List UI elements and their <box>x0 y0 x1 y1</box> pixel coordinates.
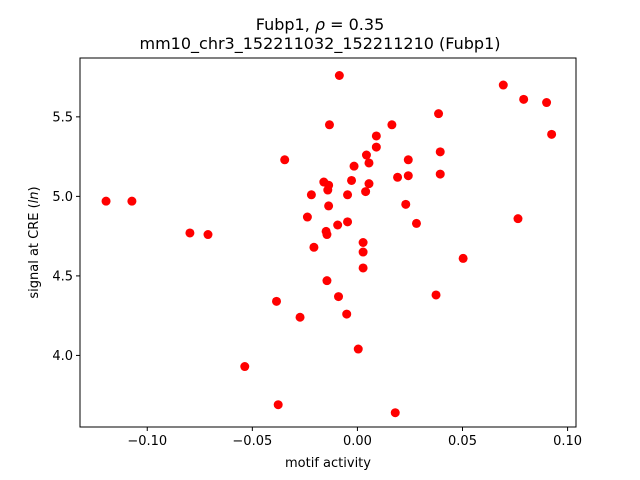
data-point <box>390 408 400 418</box>
data-point <box>309 242 319 252</box>
x-axis-label: motif activity <box>285 456 371 471</box>
data-point <box>401 199 411 209</box>
data-point <box>273 400 283 410</box>
data-point <box>295 312 305 322</box>
data-point <box>542 98 552 108</box>
data-point <box>358 238 368 247</box>
data-point <box>343 190 353 200</box>
data-point <box>519 94 529 104</box>
data-point <box>127 196 137 206</box>
y-tick-label: 5.5 <box>52 110 73 125</box>
data-point <box>280 155 290 165</box>
y-tick-label: 4.5 <box>52 269 73 284</box>
y-tick-label: 5.0 <box>52 190 73 205</box>
data-point <box>322 230 332 240</box>
data-point <box>324 201 334 211</box>
data-point <box>347 175 357 185</box>
data-point <box>240 362 250 372</box>
data-point <box>393 172 403 182</box>
data-point <box>458 253 468 263</box>
data-point <box>322 276 332 286</box>
data-point <box>361 187 371 197</box>
data-point <box>272 296 282 306</box>
x-tick-label: 0.10 <box>553 434 582 449</box>
data-point <box>306 190 316 200</box>
data-point <box>513 214 523 224</box>
data-point <box>361 150 371 160</box>
data-point <box>349 161 359 171</box>
data-point <box>411 218 421 228</box>
data-point <box>334 71 344 80</box>
x-tick-label: 0.00 <box>343 434 372 449</box>
plot-area-frame <box>79 57 577 428</box>
data-point <box>435 169 445 179</box>
x-axis-ticks: −0.10 −0.05 0.00 0.05 0.10 <box>127 427 582 449</box>
data-point <box>547 129 557 139</box>
data-point <box>334 292 344 302</box>
x-tick-label: −0.10 <box>127 434 167 449</box>
data-point <box>353 344 363 354</box>
y-tick-label: 4.0 <box>52 349 73 364</box>
data-point <box>435 147 445 157</box>
data-point <box>324 180 334 190</box>
chart-title-line2: mm10_chr3_152211032_152211210 (Fubp1) <box>140 34 501 54</box>
chart-title-line1: Fubp1, ρ = 0.35 <box>256 15 385 34</box>
points-layer <box>101 71 557 418</box>
x-tick-label: 0.05 <box>448 434 477 449</box>
data-point <box>358 247 368 257</box>
data-point <box>403 155 413 165</box>
data-point <box>302 212 312 222</box>
x-tick-label: −0.05 <box>232 434 272 449</box>
data-point <box>203 230 213 240</box>
data-point <box>358 263 368 273</box>
data-point <box>324 120 334 130</box>
data-point <box>364 158 374 168</box>
data-point <box>185 228 195 238</box>
data-point <box>364 179 374 189</box>
data-point <box>387 120 397 130</box>
data-point <box>101 196 111 206</box>
y-axis-label: signal at CRE (ln) <box>27 186 42 298</box>
data-point <box>343 217 353 227</box>
data-point <box>434 109 444 119</box>
data-point <box>371 142 381 152</box>
data-point <box>371 131 381 141</box>
data-point <box>431 290 441 300</box>
data-point <box>498 80 508 90</box>
data-point <box>342 309 352 319</box>
data-point <box>333 220 343 230</box>
data-point <box>403 171 413 181</box>
y-axis-ticks: 4.0 4.5 5.0 5.5 <box>52 110 80 364</box>
